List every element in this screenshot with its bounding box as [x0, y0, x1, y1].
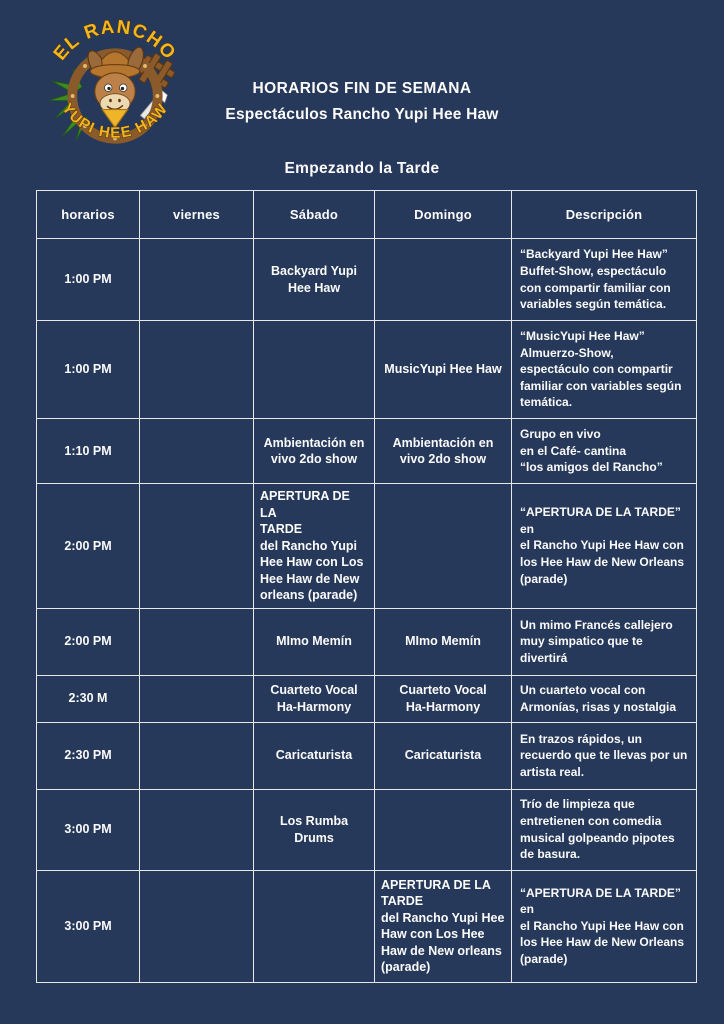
viernes-cell	[139, 788, 254, 871]
viernes-cell	[139, 721, 254, 790]
domingo-cell: Cuarteto Vocal Ha-Harmony	[374, 674, 512, 723]
page-title: HORARIOS FIN DE SEMANA	[252, 80, 472, 97]
table-row: 2:00 PM MImo Memín MImo Memín Un mimo Fr…	[36, 607, 697, 676]
domingo-cell: Caricaturista	[374, 721, 512, 790]
time-cell: 3:00 PM	[36, 788, 140, 871]
donkey-icon	[87, 46, 144, 129]
sabado-cell	[253, 869, 375, 983]
table-header-row: horarios viernes Sábado Domingo Descripc…	[36, 190, 697, 239]
description-cell: “MusicYupi Hee Haw” Almuerzo-Show, espec…	[511, 320, 697, 419]
description-cell: Grupo en vivo en el Café- cantina “los a…	[511, 418, 697, 484]
sabado-cell: MImo Memín	[253, 607, 375, 676]
column-header-domingo: Domingo	[374, 190, 512, 239]
domingo-cell	[374, 238, 512, 321]
sabado-cell: APERTURA DE LA TARDE del Rancho Yupi Hee…	[253, 483, 375, 609]
description-cell: “APERTURA DE LA TARDE” en el Rancho Yupi…	[511, 869, 697, 983]
table-row: 2:00 PM APERTURA DE LA TARDE del Rancho …	[36, 483, 697, 609]
page-subtitle: Espectáculos Rancho Yupi Hee Haw	[225, 106, 499, 123]
description-cell: Trío de limpieza que entretienen con com…	[511, 788, 697, 871]
time-cell: 2:00 PM	[36, 483, 140, 609]
table-row: 3:00 PM Los Rumba Drums Trío de limpieza…	[36, 788, 697, 871]
viernes-cell	[139, 607, 254, 676]
table-row: 3:00 PM APERTURA DE LA TARDE del Rancho …	[36, 869, 697, 983]
bandana-icon	[101, 108, 129, 129]
sabado-cell: Los Rumba Drums	[253, 788, 375, 871]
sabado-cell: Cuarteto Vocal Ha-Harmony	[253, 674, 375, 723]
table-row: 2:30 PM Caricaturista Caricaturista En t…	[36, 721, 697, 790]
table-row: 1:00 PM Backyard Yupi Hee Haw “Backyard …	[36, 238, 697, 321]
domingo-cell	[374, 483, 512, 609]
time-cell: 1:00 PM	[36, 320, 140, 419]
column-header-viernes: viernes	[139, 190, 254, 239]
viernes-cell	[139, 238, 254, 321]
viernes-cell	[139, 869, 254, 983]
sabado-cell: Ambientación en vivo 2do show	[253, 418, 375, 484]
viernes-cell	[139, 320, 254, 419]
description-cell: En trazos rápidos, un recuerdo que te ll…	[511, 721, 697, 790]
sabado-cell: Caricaturista	[253, 721, 375, 790]
viernes-cell	[139, 483, 254, 609]
domingo-cell	[374, 788, 512, 871]
domingo-cell: MusicYupi Hee Haw	[374, 320, 512, 419]
time-cell: 2:00 PM	[36, 607, 140, 676]
header-titles: HORARIOS FIN DE SEMANA Espectáculos Ranc…	[0, 80, 724, 124]
sabado-cell: Backyard Yupi Hee Haw	[253, 238, 375, 321]
column-header-sabado: Sábado	[253, 190, 375, 239]
time-cell: 1:00 PM	[36, 238, 140, 321]
rancho-logo-graphic: EL RANCHO YUPI HEE HAW	[48, 15, 180, 144]
time-cell: 2:30 PM	[36, 721, 140, 790]
viernes-cell	[139, 418, 254, 484]
time-cell: 2:30 M	[36, 674, 140, 723]
rancho-logo: EL RANCHO YUPI HEE HAW	[40, 12, 190, 162]
table-row: 2:30 M Cuarteto Vocal Ha-Harmony Cuartet…	[36, 674, 697, 723]
column-header-descripcion: Descripción	[511, 190, 697, 239]
schedule-table: horarios viernes Sábado Domingo Descripc…	[36, 190, 697, 983]
description-cell: “Backyard Yupi Hee Haw” Buffet-Show, esp…	[511, 238, 697, 321]
column-header-horarios: horarios	[36, 190, 140, 239]
description-cell: “APERTURA DE LA TARDE” en el Rancho Yupi…	[511, 483, 697, 609]
domingo-cell: APERTURA DE LA TARDE del Rancho Yupi Hee…	[374, 869, 512, 983]
viernes-cell	[139, 674, 254, 723]
domingo-cell: MImo Memín	[374, 607, 512, 676]
domingo-cell: Ambientación en vivo 2do show	[374, 418, 512, 484]
description-cell: Un mimo Francés callejero muy simpatico …	[511, 607, 697, 676]
sabado-cell	[253, 320, 375, 419]
time-cell: 1:10 PM	[36, 418, 140, 484]
time-cell: 3:00 PM	[36, 869, 140, 983]
table-row: 1:10 PM Ambientación en vivo 2do show Am…	[36, 418, 697, 484]
section-title: Empezando la Tarde	[284, 160, 440, 177]
description-cell: Un cuarteto vocal con Armonías, risas y …	[511, 674, 697, 723]
table-row: 1:00 PM MusicYupi Hee Haw “MusicYupi Hee…	[36, 320, 697, 419]
